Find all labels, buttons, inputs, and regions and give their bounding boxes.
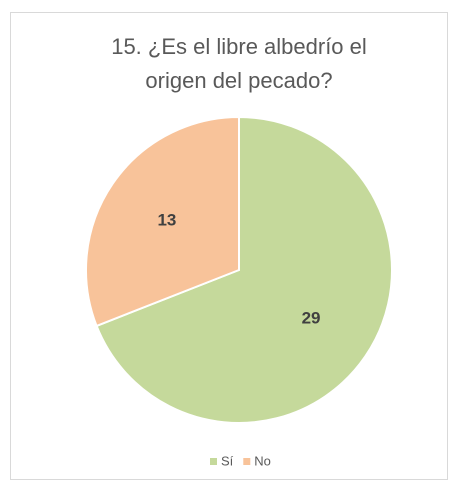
data-label: 13	[157, 210, 176, 229]
chart-title: origen del pecado?	[145, 68, 332, 93]
legend-label: Sí	[221, 453, 234, 468]
pie-slice	[95, 115, 393, 424]
chart-title: 15. ¿Es el libre albedrío el	[111, 34, 367, 59]
pie-slice	[85, 115, 240, 328]
legend-swatch	[210, 458, 217, 465]
legend-swatch	[243, 458, 251, 465]
legend-label: No	[254, 453, 271, 468]
data-label: 29	[302, 309, 321, 328]
